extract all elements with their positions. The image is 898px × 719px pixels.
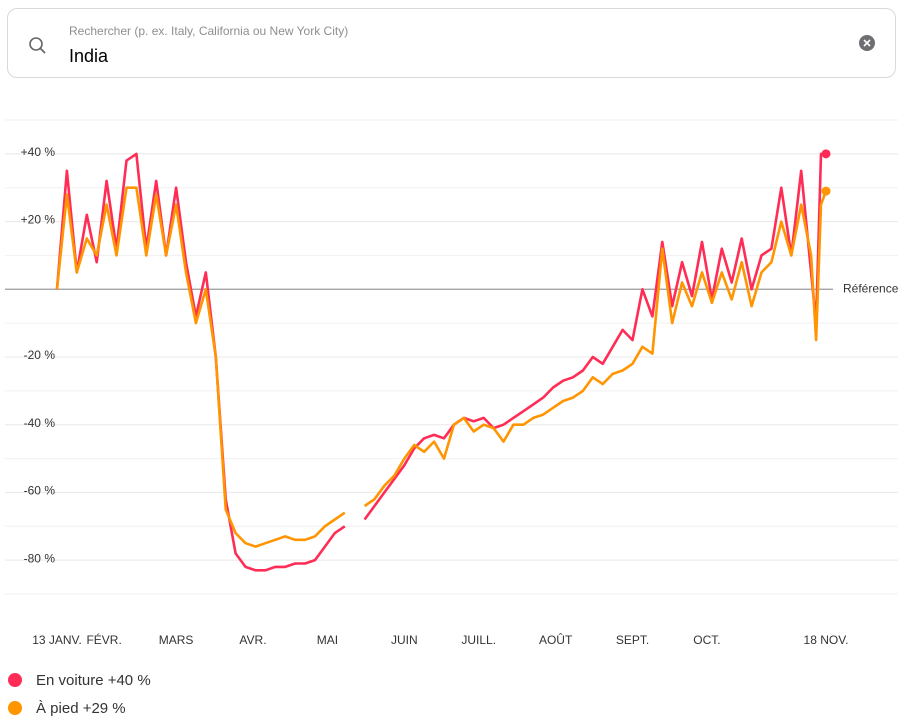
search-query: India: [69, 46, 109, 66]
y-tick-label: -40 %: [24, 416, 56, 430]
y-tick-label: +40 %: [21, 145, 56, 159]
search-icon: [29, 37, 46, 54]
search-placeholder: Rechercher (p. ex. Italy, California ou …: [69, 24, 349, 38]
x-tick-label: AVR.: [239, 633, 266, 647]
x-tick-label: MAI: [317, 633, 338, 647]
x-tick-label: FÉVR.: [86, 632, 121, 647]
x-tick-label: SEPT.: [616, 633, 649, 647]
x-tick-label: MARS: [159, 633, 194, 647]
search-box[interactable]: Rechercher (p. ex. Italy, California ou …: [7, 8, 896, 78]
legend-label: À pied +29 %: [36, 700, 126, 717]
x-tick-label: OCT.: [693, 633, 720, 647]
legend-swatch: [8, 701, 22, 715]
clear-button[interactable]: [858, 34, 876, 52]
legend-label: En voiture +40 %: [36, 672, 151, 689]
x-tick-label: 18 NOV.: [804, 633, 849, 647]
baseline-label: Référence: [843, 281, 898, 295]
y-tick-label: -80 %: [24, 551, 56, 565]
y-tick-label: -20 %: [24, 348, 56, 362]
x-tick-label: JUILL.: [461, 633, 496, 647]
legend-swatch: [8, 673, 22, 687]
x-tick-label: 13 JANV.: [32, 633, 82, 647]
x-tick-label: AOÛT: [539, 632, 573, 647]
y-tick-label: +20 %: [21, 213, 56, 227]
series-line: [55, 186, 828, 548]
y-tick-label: -60 %: [24, 484, 56, 498]
series-line: [55, 152, 826, 572]
end-dot: [821, 149, 831, 159]
end-dot: [821, 186, 831, 196]
x-tick-label: JUIN: [391, 633, 418, 647]
